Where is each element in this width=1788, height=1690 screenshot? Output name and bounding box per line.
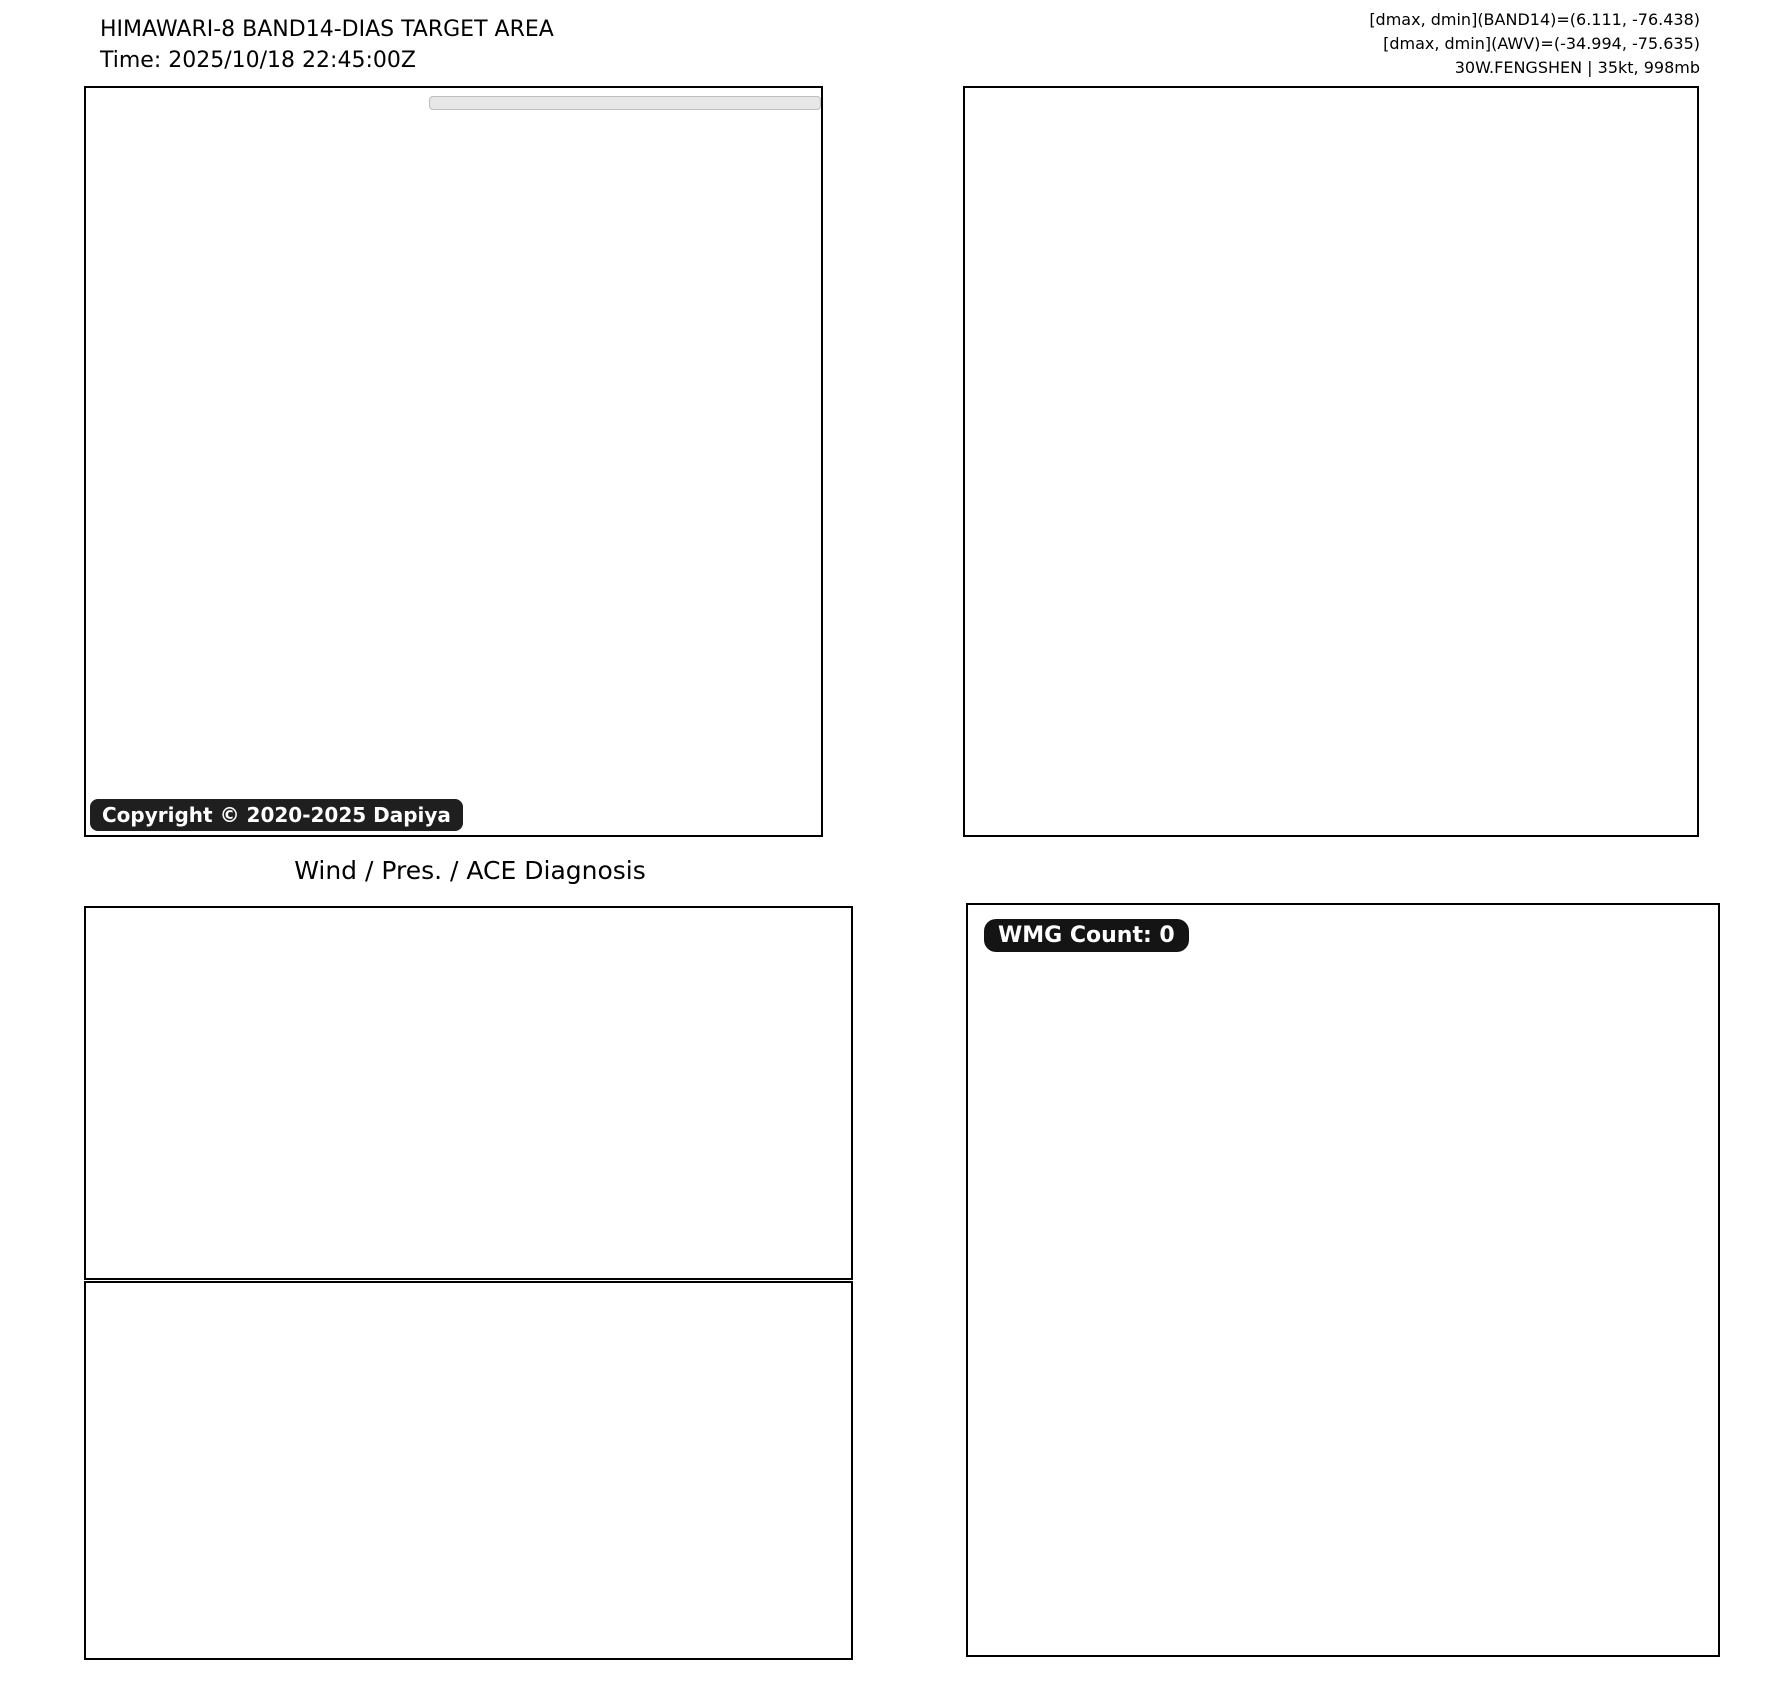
wmg-map: WMG Count: 0	[966, 903, 1720, 1657]
wind-pressure-chart	[84, 906, 853, 1280]
diagnosis-title: Wind / Pres. / ACE Diagnosis	[294, 856, 646, 885]
band14-satellite-image	[86, 88, 821, 835]
ace-plot	[86, 1283, 851, 1658]
wmg-pixel-image	[968, 905, 1718, 1655]
copyright-label: Copyright © 2020-2025 Dapiya	[90, 799, 463, 831]
panel-b-header: [dmax, dmin](BAND14)=(6.111, -76.438) [d…	[1000, 8, 1700, 80]
wind-pressure-plot	[86, 908, 851, 1278]
panel-b-header-line1: [dmax, dmin](BAND14)=(6.111, -76.438)	[1369, 10, 1700, 29]
wmg-count-badge: WMG Count: 0	[984, 919, 1189, 952]
map-legend	[429, 96, 821, 110]
panel-b-header-line2: [dmax, dmin](AWV)=(-34.994, -75.635)	[1383, 34, 1700, 53]
awv-overlay	[965, 88, 1697, 835]
panel-a-title-line2: Time: 2025/10/18 22:45:00Z	[100, 48, 416, 73]
panel-a-title-line1: HIMAWARI-8 BAND14-DIAS TARGET AREA	[100, 17, 554, 42]
awv-satellite-image	[965, 88, 1697, 835]
panel-a-title: HIMAWARI-8 BAND14-DIAS TARGET AREA Time:…	[100, 14, 554, 76]
band14-overlay	[86, 88, 821, 835]
ace-chart	[84, 1281, 853, 1660]
awv-satellite-map	[963, 86, 1699, 837]
band14-satellite-map: Copyright © 2020-2025 Dapiya	[84, 86, 823, 837]
panel-b-header-line3: 30W.FENGSHEN | 35kt, 998mb	[1454, 58, 1700, 77]
